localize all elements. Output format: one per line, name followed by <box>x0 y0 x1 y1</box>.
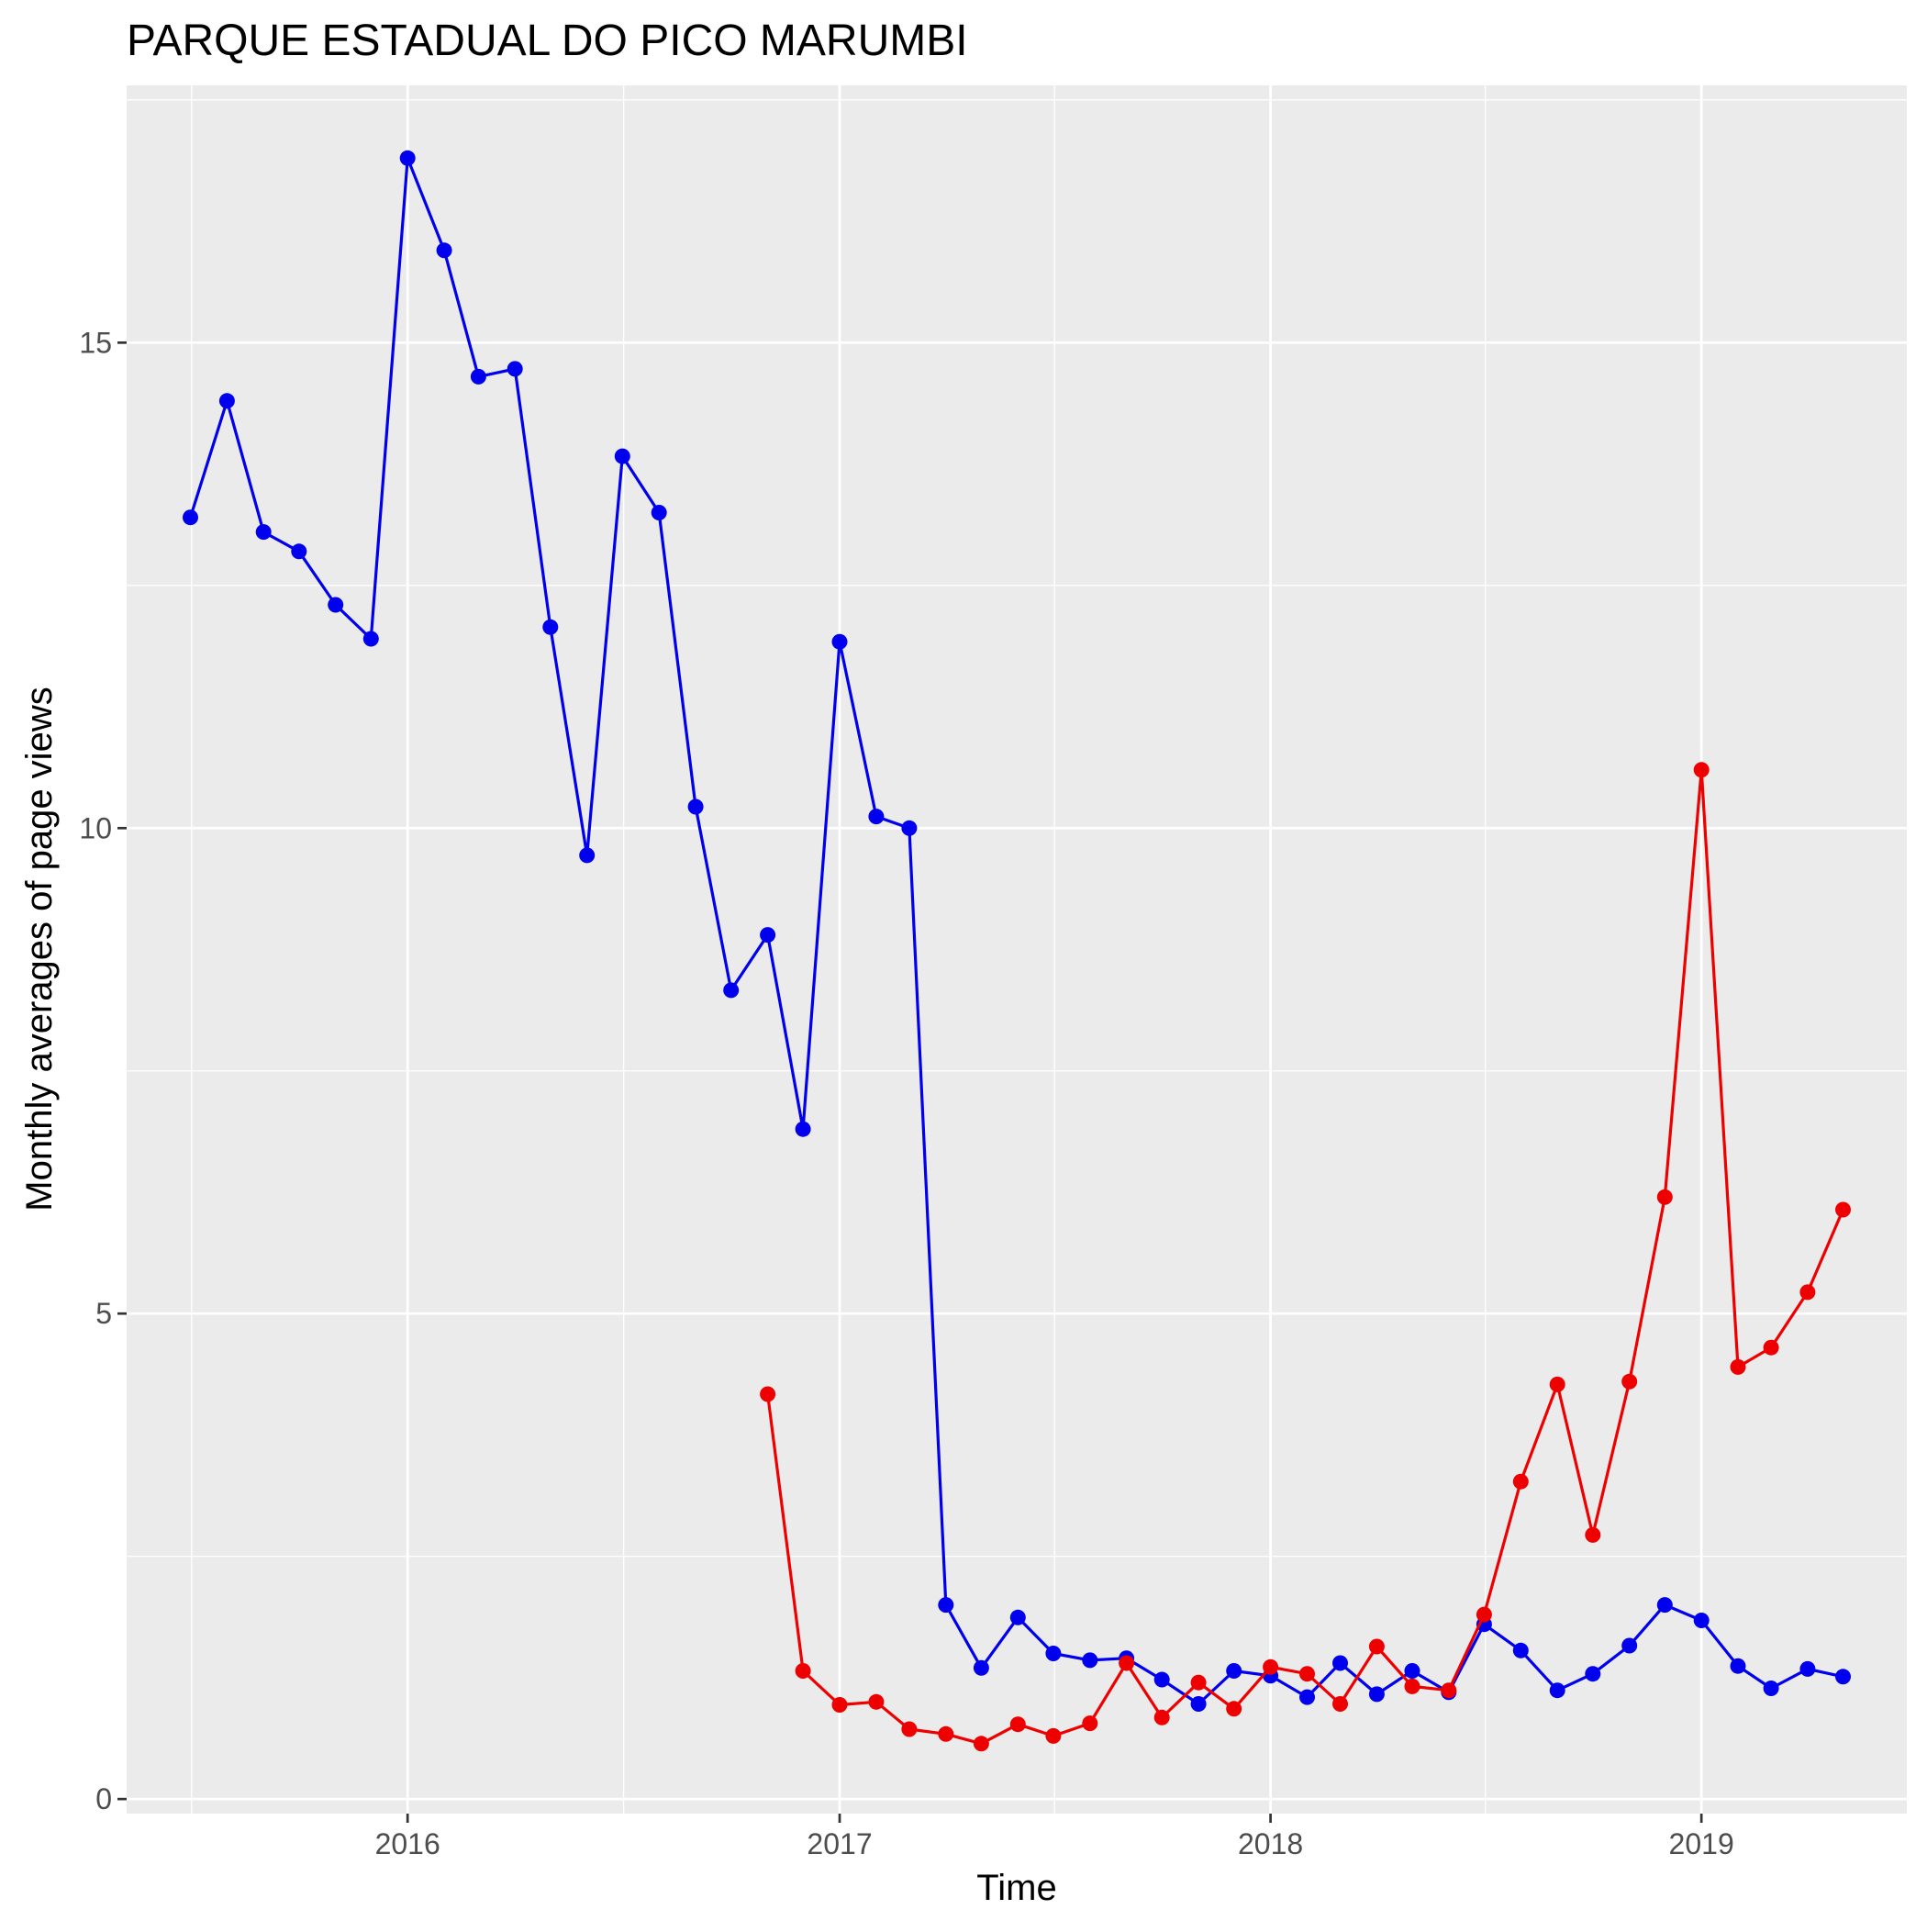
series-layer <box>183 150 1851 1752</box>
series-1-point <box>1332 1655 1348 1671</box>
series-2-point <box>1621 1373 1638 1390</box>
series-1-point <box>399 150 416 166</box>
series-2-point <box>795 1663 811 1679</box>
series-1-point <box>1368 1686 1385 1703</box>
series-1-point <box>1656 1597 1673 1614</box>
series-2-point <box>1656 1189 1673 1205</box>
series-2-point <box>1799 1284 1816 1301</box>
series-1-point <box>542 619 559 635</box>
series-2-point <box>1190 1674 1207 1691</box>
series-2-point <box>1045 1727 1062 1744</box>
y-tick-label: 10 <box>79 811 112 844</box>
series-2-point <box>1082 1715 1098 1732</box>
series-1-point <box>687 798 704 815</box>
series-2-point <box>1404 1678 1420 1694</box>
series-1-point <box>291 543 307 560</box>
series-1-point <box>868 809 885 825</box>
series-2-point <box>868 1693 885 1710</box>
series-1-point <box>901 820 918 836</box>
series-2-point <box>1835 1201 1851 1218</box>
series-1-point <box>973 1659 989 1676</box>
chart-title: PARQUE ESTADUAL DO PICO MARUMBI <box>127 17 968 65</box>
y-tick-label: 0 <box>95 1782 112 1815</box>
series-1-point <box>760 927 776 944</box>
minor-gridlines <box>127 85 1907 1814</box>
x-tick-label: 2017 <box>807 1827 872 1860</box>
series-1-point <box>579 847 596 864</box>
series-2-point <box>1763 1339 1779 1356</box>
series-2-point <box>1585 1526 1601 1543</box>
series-1-point <box>831 633 848 650</box>
series-2-point <box>1299 1666 1315 1682</box>
series-2 <box>760 762 1851 1752</box>
series-1-point <box>651 505 667 520</box>
series-1-point <box>1153 1671 1170 1688</box>
series-1-point <box>1404 1663 1420 1679</box>
y-axis-title: Monthly averages of page views <box>19 687 60 1211</box>
x-axis-title: Time <box>976 1868 1056 1908</box>
x-axis: 2016 2017 2018 2019 <box>375 1814 1734 1860</box>
series-1-point <box>1045 1646 1062 1661</box>
series-2-point <box>1476 1606 1492 1623</box>
x-tick-label: 2018 <box>1238 1827 1303 1860</box>
series-1-point <box>1299 1689 1315 1705</box>
plot-panel <box>127 85 1907 1814</box>
series-1-point <box>1226 1663 1242 1679</box>
major-gridlines <box>127 85 1907 1814</box>
series-1-point <box>1621 1637 1638 1654</box>
series-1-point <box>938 1597 954 1614</box>
series-1-point <box>507 361 523 377</box>
series-1-point <box>1190 1696 1207 1712</box>
series-2-point <box>831 1697 848 1713</box>
series-1-point <box>723 982 740 999</box>
series-1-point <box>1082 1652 1098 1669</box>
series-1-point <box>1512 1642 1529 1658</box>
series-1-point <box>1585 1666 1601 1682</box>
series-1-point <box>436 242 452 259</box>
series-1-point <box>1549 1682 1565 1699</box>
series-1-point <box>1763 1681 1779 1696</box>
y-tick-label: 15 <box>79 326 112 359</box>
y-tick-label: 5 <box>95 1297 112 1330</box>
series-2-point <box>1368 1638 1385 1655</box>
series-2-point <box>1441 1682 1457 1699</box>
x-tick-label: 2016 <box>375 1827 440 1860</box>
series-2-point <box>1730 1358 1746 1375</box>
series-2-point <box>1549 1376 1565 1392</box>
series-1-point <box>1693 1613 1710 1628</box>
series-2-point <box>973 1736 989 1752</box>
series-2-point <box>1009 1716 1026 1733</box>
series-1-point <box>795 1121 811 1137</box>
series-2-point <box>1332 1696 1348 1712</box>
series-1-point <box>1835 1669 1851 1685</box>
series-2-point <box>1693 762 1710 778</box>
series-2-point <box>1119 1655 1135 1671</box>
series-1-point <box>183 509 198 526</box>
series-2-point <box>1263 1658 1279 1675</box>
series-1-point <box>1730 1658 1746 1674</box>
series-1-point <box>1799 1660 1816 1677</box>
series-1-point <box>218 393 235 409</box>
series-1-point <box>255 524 272 541</box>
series-2-point <box>938 1725 954 1742</box>
series-1-point <box>1009 1609 1026 1625</box>
series-2-point <box>1153 1709 1170 1725</box>
series-1-point <box>470 368 486 385</box>
series-1-point <box>328 597 344 613</box>
series-1 <box>183 150 1851 1712</box>
series-2-point <box>760 1386 776 1402</box>
series-2-point <box>1512 1473 1529 1490</box>
series-1-point <box>362 631 379 647</box>
y-axis: 0 5 10 15 <box>79 326 127 1815</box>
series-2-point <box>1226 1701 1242 1717</box>
series-1-point <box>614 448 630 464</box>
x-tick-label: 2019 <box>1669 1827 1734 1860</box>
series-2-point <box>901 1721 918 1737</box>
